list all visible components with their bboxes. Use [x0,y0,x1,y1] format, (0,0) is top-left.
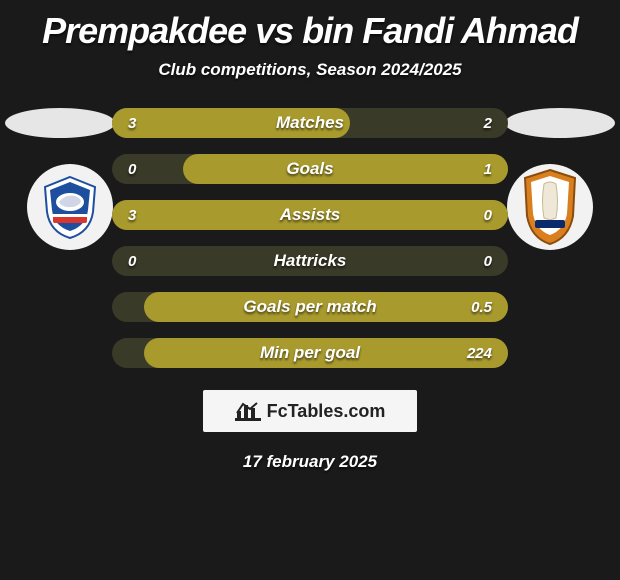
stat-label: Min per goal [112,343,508,363]
page-title: Prempakdee vs bin Fandi Ahmad [0,0,620,52]
left-player-oval [5,108,115,138]
stat-label: Goals [112,159,508,179]
club-badge-icon [35,172,105,242]
stat-right-value: 1 [484,161,492,178]
right-player-oval [505,108,615,138]
club-badge-icon [517,168,583,246]
subtitle: Club competitions, Season 2024/2025 [0,60,620,80]
right-club-badge [507,164,593,250]
chart-icon [235,401,261,421]
stat-row: Goals per match0.5 [112,292,508,322]
stat-right-value: 0.5 [471,299,492,316]
comparison-region: 3Matches20Goals13Assists00Hattricks0Goal… [0,108,620,368]
stat-rows: 3Matches20Goals13Assists00Hattricks0Goal… [112,108,508,368]
stat-right-value: 224 [467,345,492,362]
left-club-badge [27,164,113,250]
stat-label: Hattricks [112,251,508,271]
stat-row: Min per goal224 [112,338,508,368]
stat-right-value: 0 [484,253,492,270]
stat-right-value: 2 [484,115,492,132]
stat-row: 0Hattricks0 [112,246,508,276]
stat-row: 3Matches2 [112,108,508,138]
stat-label: Assists [112,205,508,225]
stat-row: 0Goals1 [112,154,508,184]
stat-row: 3Assists0 [112,200,508,230]
stat-label: Matches [112,113,508,133]
date: 17 february 2025 [0,452,620,472]
stat-right-value: 0 [484,207,492,224]
stat-label: Goals per match [112,297,508,317]
watermark: FcTables.com [203,390,417,432]
watermark-text: FcTables.com [267,401,386,422]
